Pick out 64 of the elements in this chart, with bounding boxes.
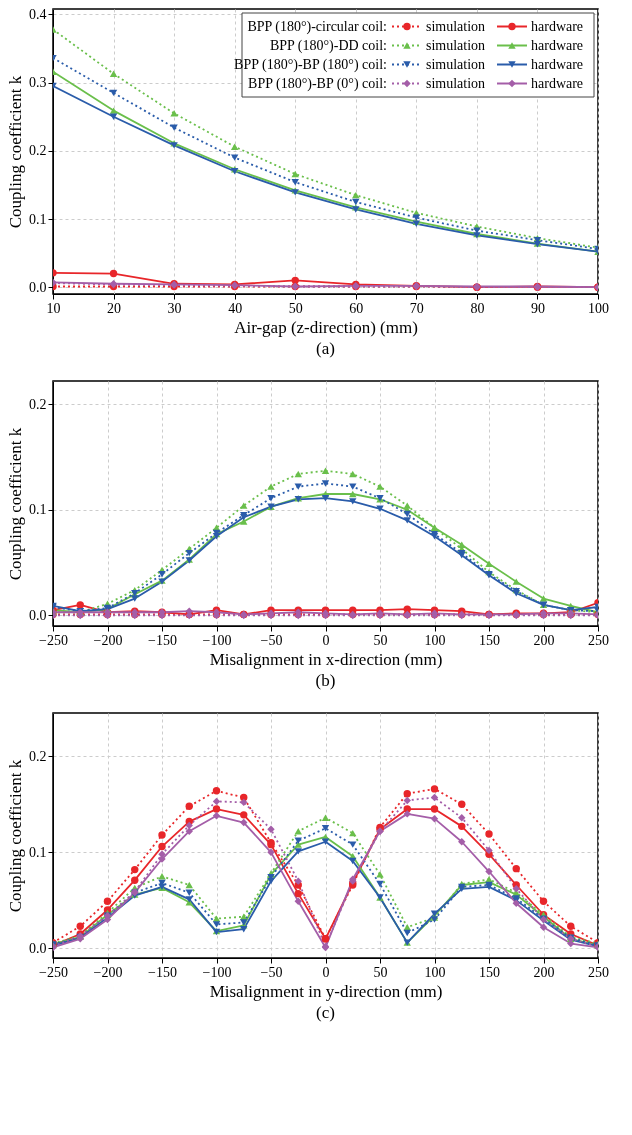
x-tick-label: 200 bbox=[533, 964, 555, 980]
x-tick-label: −200 bbox=[93, 632, 123, 648]
y-tick-label: 0.2 bbox=[29, 396, 47, 412]
x-tick-label: 0 bbox=[322, 632, 330, 648]
x-tick-label: 100 bbox=[588, 300, 609, 316]
annotation: BPP (180°)-circular coil: bbox=[247, 18, 387, 35]
x-tick-label: 0 bbox=[322, 964, 330, 980]
annotation: BPP (180°)-BP (180°) coil: bbox=[234, 56, 387, 73]
x-axis-title: Misalignment in x-direction (mm) bbox=[209, 649, 443, 669]
text: (b) bbox=[315, 671, 336, 690]
x-tick-label: −100 bbox=[202, 632, 232, 648]
y-tick-label: 0.1 bbox=[29, 502, 47, 518]
legend-label: hardware bbox=[531, 56, 584, 72]
legend-label: hardware bbox=[531, 75, 584, 91]
x-tick-label: 50 bbox=[288, 300, 303, 316]
y-tick-label: 0.0 bbox=[29, 607, 47, 623]
x-tick-label: −250 bbox=[39, 632, 68, 648]
annotation: BPP (180°)-DD coil: bbox=[269, 37, 387, 54]
y-tick-label: 0.1 bbox=[29, 211, 47, 227]
x-tick-label: −250 bbox=[39, 964, 68, 980]
x-tick-label: −150 bbox=[148, 632, 177, 648]
annotation: BPP (180°)-BP (0°) coil: bbox=[248, 75, 387, 92]
y-tick-label: 0.3 bbox=[29, 75, 47, 91]
text: (a) bbox=[316, 339, 335, 358]
legend-label: hardware bbox=[531, 37, 584, 53]
x-tick-label: 10 bbox=[46, 300, 61, 316]
x-tick-label: 150 bbox=[479, 632, 500, 648]
legend-label: hardware bbox=[531, 18, 584, 34]
x-tick-label: −50 bbox=[260, 964, 283, 980]
x-tick-label: 90 bbox=[530, 300, 545, 316]
y-tick-label: 0.4 bbox=[29, 6, 47, 22]
y-axis-title: Coupling coefficient k bbox=[6, 759, 25, 913]
x-tick-label: −50 bbox=[260, 632, 283, 648]
x-tick-label: 200 bbox=[533, 632, 555, 648]
x-tick-label: 100 bbox=[424, 964, 446, 980]
y-tick-label: 0.1 bbox=[29, 844, 47, 860]
x-tick-label: 50 bbox=[373, 964, 388, 980]
x-axis-title: Misalignment in y-direction (mm) bbox=[209, 981, 443, 1001]
y-axis-title: Coupling coefficient k bbox=[6, 75, 25, 229]
x-tick-label: 250 bbox=[588, 964, 609, 980]
x-tick-label: 80 bbox=[470, 300, 485, 316]
legend-label: simulation bbox=[426, 18, 486, 34]
x-tick-label: 40 bbox=[228, 300, 243, 316]
x-tick-label: −100 bbox=[202, 964, 232, 980]
y-tick-label: 0.2 bbox=[29, 748, 47, 764]
x-tick-label: 150 bbox=[479, 964, 500, 980]
legend-label: simulation bbox=[426, 56, 486, 72]
y-tick-label: 0.2 bbox=[29, 143, 47, 159]
x-tick-label: −200 bbox=[93, 964, 123, 980]
x-axis-title: Air-gap (z-direction) (mm) bbox=[234, 317, 418, 337]
y-axis-title: Coupling coefficient k bbox=[6, 427, 25, 581]
y-tick-label: 0.0 bbox=[29, 279, 47, 295]
legend-label: simulation bbox=[426, 37, 486, 53]
legend-label: simulation bbox=[426, 75, 486, 91]
x-tick-label: 70 bbox=[409, 300, 424, 316]
x-tick-label: 30 bbox=[167, 300, 182, 316]
text: (c) bbox=[316, 1003, 335, 1022]
x-tick-label: −150 bbox=[148, 964, 177, 980]
y-tick-label: 0.0 bbox=[29, 940, 47, 956]
x-tick-label: 20 bbox=[107, 300, 122, 316]
x-tick-label: 250 bbox=[588, 632, 609, 648]
x-tick-label: 50 bbox=[373, 632, 388, 648]
x-tick-label: 60 bbox=[349, 300, 364, 316]
x-tick-label: 100 bbox=[424, 632, 446, 648]
